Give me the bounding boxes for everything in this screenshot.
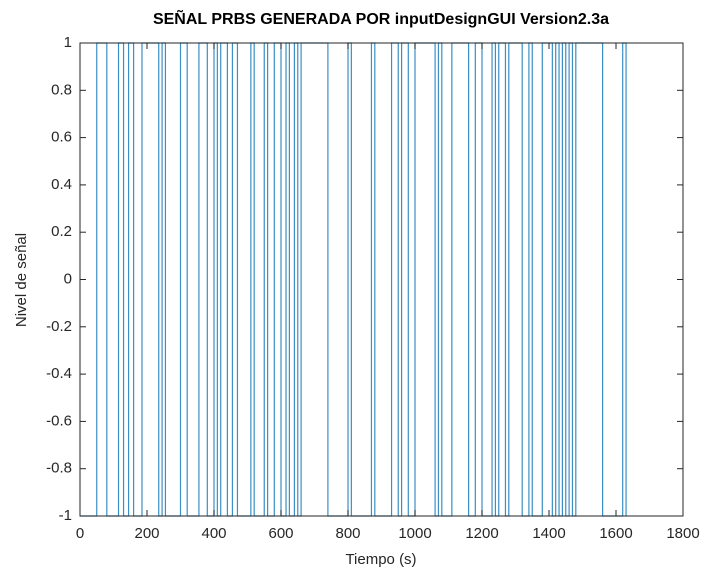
x-tick-label: 800 (335, 525, 360, 542)
signal-line (80, 42, 627, 517)
y-tick-label: -0.8 (46, 460, 72, 477)
x-tick-label: 1600 (599, 525, 632, 542)
chart-title: SEÑAL PRBS GENERADA POR inputDesignGUI V… (153, 8, 609, 28)
y-tick-label: -0.4 (46, 365, 72, 382)
x-tick-label: 600 (268, 525, 293, 542)
x-tick-label: 0 (76, 525, 84, 542)
y-tick-label: 0.4 (51, 176, 72, 193)
x-tick-label: 1800 (666, 525, 699, 542)
x-tick-label: 400 (201, 525, 226, 542)
y-tick-label: 0.6 (51, 129, 72, 146)
x-tick-label: 1000 (398, 525, 431, 542)
y-tick-label: 1 (64, 34, 72, 51)
y-axis-label: Nivel de señal (13, 233, 30, 327)
y-tick-label: 0 (64, 270, 72, 287)
x-tick-label: 1400 (532, 525, 565, 542)
y-tick-label: -1 (59, 507, 72, 524)
y-tick-label: -0.6 (46, 412, 72, 429)
x-tick-label: 1200 (465, 525, 498, 542)
x-tick-label: 200 (134, 525, 159, 542)
y-tick-label: 0.8 (51, 81, 72, 98)
y-tick-label: -0.2 (46, 318, 72, 335)
x-axis-label: Tiempo (s) (345, 551, 416, 568)
axes-box (79, 42, 684, 517)
y-tick-label: 0.2 (51, 223, 72, 240)
